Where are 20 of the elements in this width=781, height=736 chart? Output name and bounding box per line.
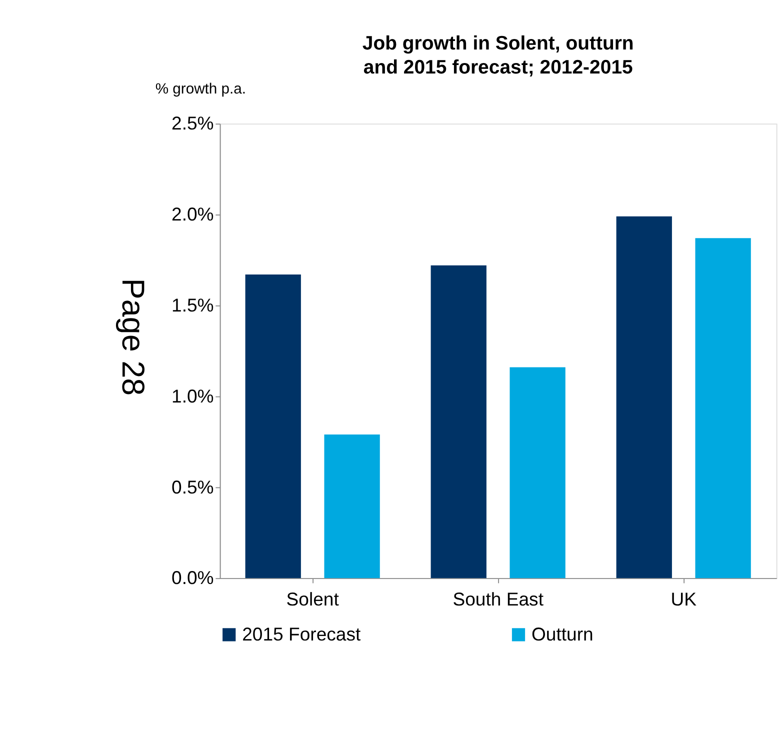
bar — [324, 434, 380, 578]
y-tick-label: 2.5% — [172, 112, 214, 134]
y-tick-label: 2.0% — [172, 204, 214, 225]
bar — [510, 367, 566, 578]
y-tick-label: 1.0% — [172, 385, 214, 406]
bar — [695, 238, 751, 578]
bar — [616, 216, 672, 578]
y-tick-label: 0.0% — [172, 567, 214, 588]
legend-label: Outturn — [531, 623, 594, 644]
x-tick-label: South East — [452, 588, 544, 610]
legend-label: 2015 Forecast — [242, 623, 362, 644]
text: Page 28 — [115, 278, 152, 396]
y-tick-label: 1.5% — [172, 294, 214, 316]
x-tick-label: Solent — [286, 588, 340, 610]
x-tick-label: UK — [670, 588, 698, 610]
bar — [430, 265, 486, 578]
bar — [245, 274, 301, 578]
y-axis-title: % growth p.a. — [155, 81, 246, 98]
y-tick-label: 0.5% — [172, 476, 214, 498]
chart-title: Job growth in Solent, outturn and 2015 forecast; 2012-2015 — [362, 32, 634, 79]
